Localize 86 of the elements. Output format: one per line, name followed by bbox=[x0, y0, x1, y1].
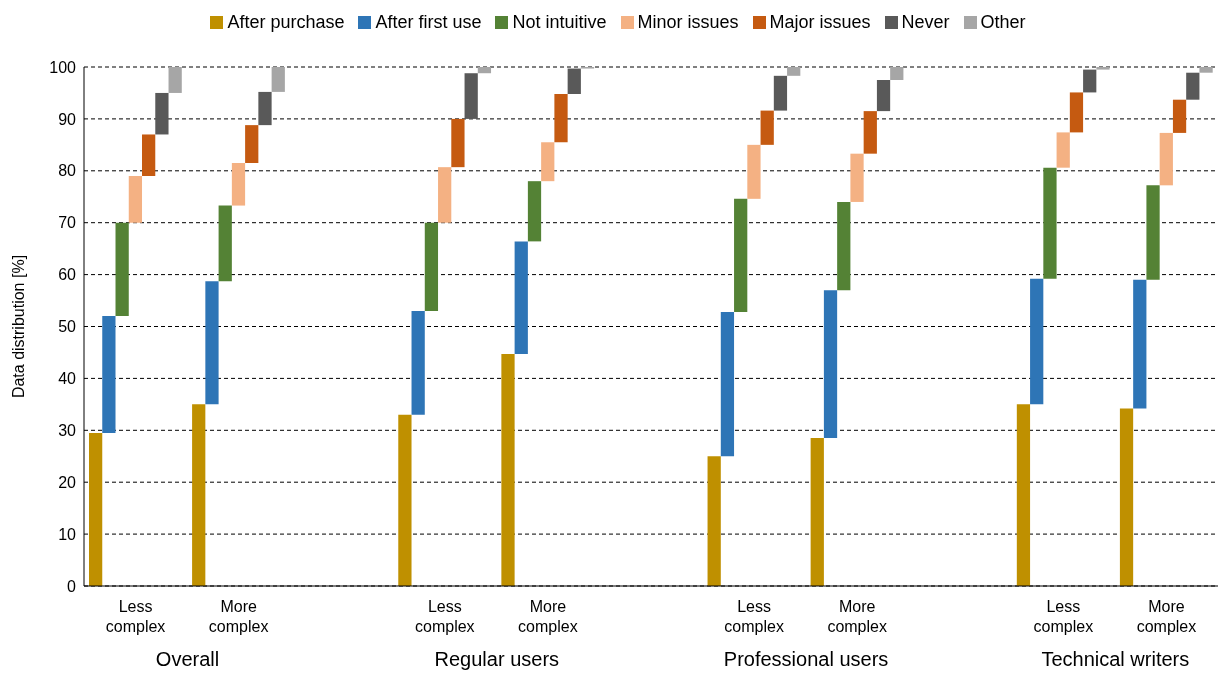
bar bbox=[271, 67, 285, 92]
bar bbox=[1096, 67, 1110, 70]
bar bbox=[1069, 92, 1084, 133]
y-tick-label: 20 bbox=[58, 473, 77, 491]
text: Regular users bbox=[434, 648, 560, 670]
text: Overall bbox=[155, 648, 220, 670]
bar bbox=[424, 222, 439, 311]
bar bbox=[464, 73, 478, 119]
x-tick-label: More complex bbox=[827, 598, 887, 635]
y-tick-label: 50 bbox=[58, 318, 77, 336]
bar bbox=[142, 134, 156, 176]
bar bbox=[258, 91, 272, 126]
legend-label: After first use bbox=[375, 12, 482, 33]
bar bbox=[863, 111, 877, 154]
bar bbox=[205, 281, 219, 405]
bar bbox=[231, 163, 246, 206]
y-tick-label: 30 bbox=[58, 421, 77, 439]
legend-label: Other bbox=[980, 12, 1026, 33]
bar bbox=[218, 205, 232, 282]
bar bbox=[1083, 69, 1097, 93]
bar bbox=[245, 125, 259, 164]
bar bbox=[541, 142, 555, 182]
legend-label: Never bbox=[901, 12, 950, 33]
bar bbox=[773, 75, 788, 111]
bar bbox=[1119, 408, 1134, 586]
bar bbox=[1186, 72, 1200, 100]
x-tick-label: Less complex bbox=[1033, 598, 1094, 635]
bar bbox=[1016, 404, 1031, 586]
bar bbox=[707, 456, 721, 586]
y-tick-label: 0 bbox=[67, 577, 77, 595]
bar bbox=[168, 67, 182, 93]
bar bbox=[567, 68, 581, 94]
x-tick-label: Less complex bbox=[105, 598, 166, 635]
bar bbox=[477, 67, 492, 74]
bar bbox=[1159, 132, 1173, 186]
bar bbox=[451, 118, 465, 168]
x-tick-label: More complex bbox=[1136, 598, 1197, 635]
bar bbox=[89, 432, 103, 586]
bar bbox=[192, 404, 206, 586]
bar bbox=[720, 311, 735, 457]
y-tick-label: 70 bbox=[58, 214, 77, 232]
y-tick-label: 40 bbox=[58, 370, 77, 388]
bar bbox=[890, 67, 904, 80]
bar bbox=[514, 241, 528, 355]
bar bbox=[760, 110, 774, 145]
y-tick-label: 90 bbox=[58, 110, 77, 128]
bar bbox=[1056, 132, 1070, 168]
legend-label: After purchase bbox=[227, 12, 345, 33]
bar bbox=[876, 79, 891, 112]
y-tick-label: 60 bbox=[58, 266, 77, 284]
x-tick-label: Less complex bbox=[724, 598, 784, 635]
bar bbox=[1043, 167, 1057, 279]
bar bbox=[1172, 99, 1187, 133]
bar bbox=[1133, 279, 1147, 409]
y-tick-label: 10 bbox=[58, 525, 77, 543]
bar bbox=[1030, 278, 1044, 405]
x-tick-label: Less complex bbox=[415, 598, 475, 635]
bar bbox=[102, 316, 116, 433]
text: Technical writers bbox=[1041, 648, 1190, 670]
legend-label: Not intuitive bbox=[512, 12, 607, 33]
x-tick-label: More complex bbox=[208, 598, 269, 635]
y-tick-label: 100 bbox=[49, 58, 77, 76]
bar bbox=[734, 198, 748, 312]
bar bbox=[398, 414, 412, 586]
bar bbox=[128, 175, 143, 223]
bar bbox=[787, 67, 801, 76]
legend-label: Minor issues bbox=[637, 12, 739, 33]
bar bbox=[411, 310, 425, 415]
bar bbox=[747, 144, 761, 199]
x-tick-label: More complex bbox=[518, 598, 578, 635]
text: Professional users bbox=[723, 648, 889, 670]
bar bbox=[155, 92, 169, 135]
bar bbox=[837, 201, 851, 291]
bar bbox=[554, 93, 568, 143]
bar bbox=[1199, 67, 1213, 73]
bar bbox=[850, 153, 864, 202]
y-tick-label: 80 bbox=[58, 162, 77, 180]
bar bbox=[1146, 185, 1160, 280]
y-axis-title: Data distribution [%] bbox=[9, 254, 27, 399]
bar bbox=[115, 222, 129, 317]
bar bbox=[438, 167, 452, 223]
bar bbox=[501, 354, 515, 586]
legend-label: Major issues bbox=[769, 12, 871, 33]
bar bbox=[527, 181, 542, 242]
bar bbox=[823, 290, 838, 439]
bar bbox=[810, 438, 824, 586]
